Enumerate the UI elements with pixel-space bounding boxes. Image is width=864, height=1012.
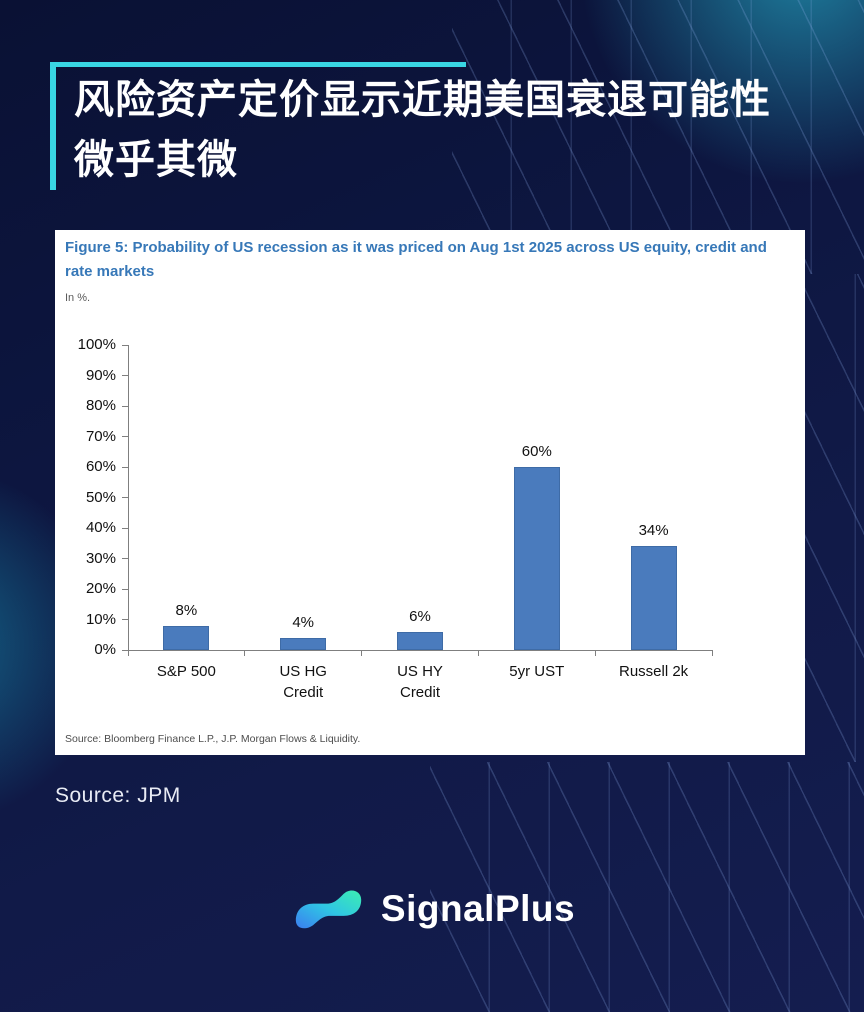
bg-pattern-bottom — [430, 762, 864, 1012]
y-tick-mark — [122, 436, 128, 437]
title-accent-top-line — [50, 62, 466, 67]
bar-value-label: 34% — [638, 522, 669, 540]
x-tick-mark — [244, 650, 246, 656]
slide-title: 风险资产定价显示近期美国衰退可能性 微乎其微 — [74, 70, 814, 190]
bar — [280, 637, 327, 650]
y-tick-label: 10% — [85, 610, 116, 628]
signalplus-logo: SignalPlus — [0, 872, 864, 946]
title-accent-left-bar — [50, 62, 56, 190]
y-tick-label: 20% — [85, 580, 116, 597]
x-category-label: S&P 500 — [156, 663, 216, 680]
y-tick-label: 70% — [85, 427, 116, 445]
bar — [630, 546, 677, 650]
bar — [163, 625, 210, 650]
y-tick-label: 50% — [85, 488, 116, 506]
x-category-label: 5yr UST — [509, 663, 565, 680]
x-tick-mark — [127, 650, 129, 656]
bar-value-label: 60% — [521, 443, 552, 460]
plot-area: 0% 10% 20% 30% 40% 50% 60% 70% 80% 90% 100% 8% S&P 5… — [78, 336, 713, 701]
figure-source: Source: Bloomberg Finance L.P., J.P. Mor… — [65, 733, 361, 745]
y-tick-mark — [122, 649, 128, 651]
x-category-label: US HG Credit — [279, 663, 327, 701]
y-tick-mark — [122, 527, 128, 529]
y-tick-mark — [122, 466, 128, 468]
x-axis-line — [128, 650, 713, 651]
y-tick-label: 80% — [85, 397, 116, 414]
y-axis-line — [128, 345, 129, 650]
y-tick-mark — [122, 619, 128, 620]
x-tick-mark — [477, 650, 479, 656]
y-tick-label: 100% — [77, 336, 116, 353]
y-tick-label: 90% — [85, 366, 116, 384]
x-tick-mark — [594, 650, 596, 656]
bar-value-label: 6% — [409, 607, 431, 625]
y-tick-mark — [122, 497, 128, 498]
signalplus-logo-text: SignalPlus — [380, 888, 576, 929]
figure-subtitle: In %. — [65, 292, 91, 304]
bg-pattern-right-strip — [796, 274, 864, 762]
x-category-label: US HY Credit — [397, 663, 443, 701]
figure-title: Figure 5: Probability of US recession as… — [65, 239, 767, 280]
slide-source: Source: JPM — [55, 784, 181, 807]
signalplus-wave-icon — [295, 890, 362, 929]
y-tick-label: 60% — [85, 458, 116, 475]
y-tick-mark — [122, 375, 128, 376]
y-tick-label: 0% — [94, 641, 116, 658]
bar-value-label: 4% — [292, 613, 315, 631]
y-tick-label: 30% — [85, 549, 116, 567]
slide-title-line2: 微乎其微 — [74, 138, 238, 182]
x-tick-mark — [361, 650, 363, 656]
y-tick-mark — [122, 344, 128, 346]
bar-value-label: 8% — [175, 601, 198, 619]
bar — [397, 631, 443, 650]
y-tick-mark — [122, 405, 128, 407]
x-tick-mark — [711, 650, 713, 656]
y-tick-label: 40% — [85, 519, 116, 536]
slide-title-line1: 风险资产定价显示近期美国衰退可能性 — [74, 78, 771, 122]
x-category-label: Russell 2k — [618, 663, 689, 680]
bg-pattern-top-right — [452, 0, 864, 274]
y-tick-mark — [122, 588, 128, 590]
figure-panel: Figure 5: Probability of US recession as… — [55, 230, 805, 755]
bar — [513, 467, 560, 650]
y-tick-mark — [122, 558, 128, 559]
